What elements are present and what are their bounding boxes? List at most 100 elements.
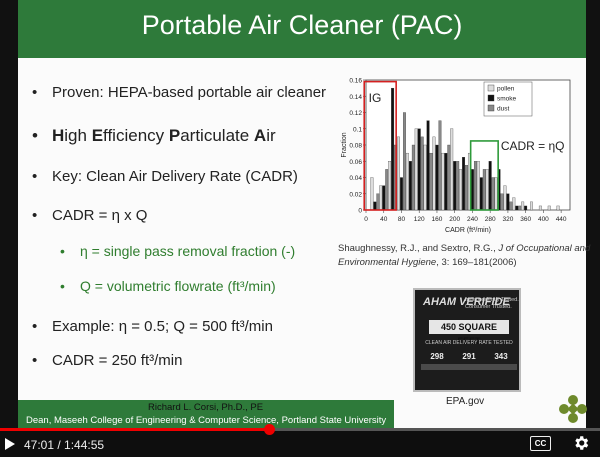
slide-right-border: [586, 0, 600, 428]
bar-pollen: [397, 136, 400, 211]
x-tick-label: 440: [556, 216, 567, 223]
x-tick-label: 360: [520, 216, 531, 223]
play-icon[interactable]: [2, 436, 18, 452]
progress-played: [0, 428, 269, 431]
y-tick-label: 0.06: [349, 159, 362, 166]
gear-icon[interactable]: [572, 434, 590, 452]
ig-annotation: IG: [369, 91, 382, 105]
bar-smoke: [426, 120, 430, 211]
scrubber-handle[interactable]: [263, 424, 275, 435]
bar-dust: [376, 193, 380, 211]
bar-dust: [385, 169, 389, 211]
bar-smoke: [524, 205, 528, 211]
bar-smoke: [435, 144, 439, 211]
bar-pollen: [441, 152, 445, 211]
y-tick-label: 0.04: [349, 175, 362, 182]
cadr-annotation: CADR = ηQ: [501, 139, 565, 153]
legend-label-smoke: smoke: [497, 96, 517, 103]
cadr-histogram-chart: 0 0.02 0.04 0.06 0.08 0.1 0.12 0.14 0.16 0 40 80 120…: [341, 78, 571, 234]
bar-smoke: [373, 201, 377, 211]
bar-smoke: [408, 161, 412, 211]
subbullet-q: • Q = volumetric flowrate (ft³/min): [60, 278, 276, 294]
badge-cadr-label: CLEAN AIR DELIVERY RATE TESTED: [425, 340, 513, 346]
x-tick-label: 0: [364, 216, 368, 223]
x-tick-label: 240: [467, 216, 478, 223]
y-tick-label: 0.14: [349, 94, 362, 101]
video-controls: 47:01 / 1:44:55 CC: [0, 424, 600, 457]
bar-smoke: [506, 193, 510, 211]
bullet-cadr-formula: • CADR = η x Q: [32, 207, 148, 224]
badge-divider: [421, 364, 517, 370]
y-tick-label: 0.1: [353, 126, 362, 133]
bar-pollen: [556, 205, 560, 211]
progress-bar[interactable]: [0, 424, 600, 435]
bar-smoke: [417, 128, 421, 211]
bar-pollen: [512, 197, 516, 211]
bar-dust: [456, 161, 460, 211]
y-tick-label: 0.16: [349, 78, 362, 85]
footer-bar: Richard L. Corsi, Ph.D., PE Dean, Maseeh…: [18, 400, 394, 428]
bullet-cadr-key: • Key: Clean Air Delivery Rate (CADR): [32, 168, 298, 185]
bar-dust: [420, 136, 424, 211]
bar-pollen: [414, 128, 418, 211]
bullet-hepa-acronym: • High Efficiency Particulate Air: [32, 126, 276, 145]
x-axis-label: CADR (ft³/min): [445, 227, 491, 234]
bar-dust: [465, 165, 469, 211]
bar-smoke: [470, 169, 474, 211]
bar-smoke: [453, 161, 457, 211]
bar-pollen: [521, 201, 525, 211]
x-tick-label: 40: [380, 216, 388, 223]
x-tick-label: 80: [398, 216, 406, 223]
bar-smoke: [479, 177, 483, 211]
slide-title: Portable Air Cleaner (PAC): [141, 10, 463, 40]
psu-logo-icon: [559, 395, 587, 423]
bar-pollen: [388, 161, 392, 211]
bar-smoke: [391, 87, 395, 211]
aham-verifide-badge: AHAM VERIFIDE Independently Tested. Cons…: [413, 288, 521, 392]
x-tick-label: 120: [414, 216, 425, 223]
badge-value-pollen: 343: [494, 352, 508, 361]
y-tick-label: 0: [358, 208, 362, 215]
slide: Portable Air Cleaner (PAC) • Proven: HEPA…: [0, 0, 600, 428]
bar-smoke: [382, 185, 386, 211]
bar-dust: [473, 161, 477, 211]
bar-pollen: [405, 152, 409, 211]
bullet-hepa-proven: • Proven: HEPA-based portable air cleaner: [32, 84, 327, 101]
badge-room-size: 450 SQUARE FEET: [429, 320, 509, 346]
bar-dust: [447, 144, 451, 211]
bar-dust: [482, 169, 486, 211]
y-axis-label: Fraction: [341, 132, 348, 157]
legend-swatch-smoke: [487, 94, 495, 102]
bar-pollen: [450, 128, 454, 211]
presenter-affiliation: Dean, Maseeh College of Engineering & Co…: [26, 415, 387, 426]
subbullet-eta: • η = single pass removal fraction (-): [60, 243, 296, 259]
bar-pollen: [547, 205, 551, 211]
bar-pollen: [370, 177, 374, 211]
bullet-cadr-result: • CADR = 250 ft³/min: [32, 352, 183, 369]
bar-dust: [411, 144, 415, 211]
badge-tagline: Independently Tested. Consumer Trusted.: [465, 297, 519, 310]
bar-pollen: [503, 185, 507, 211]
legend-label-pollen: pollen: [497, 86, 515, 93]
bar-dust: [403, 112, 406, 211]
slide-left-border: [0, 0, 18, 428]
badge-value-dust: 291: [462, 352, 476, 361]
presenter-name: Richard L. Corsi, Ph.D., PE: [148, 402, 264, 413]
captions-button[interactable]: CC: [530, 436, 551, 451]
cadr-highlight-box: [469, 140, 499, 211]
title-bar: [18, 0, 586, 58]
bullet-example: • Example: η = 0.5; Q = 500 ft³/min: [32, 318, 273, 335]
bar-smoke: [515, 205, 519, 211]
badge-source: EPA.gov: [446, 396, 485, 407]
bar-dust: [438, 120, 442, 211]
legend-label-dust: dust: [497, 106, 509, 113]
badge-brand: AHAM VERIFIDE: [423, 296, 510, 308]
bar-pollen: [459, 169, 463, 211]
bar-pollen: [476, 161, 480, 211]
bar-pollen: [538, 205, 542, 211]
bar-dust: [500, 193, 504, 211]
bar-smoke: [444, 152, 448, 211]
bar-pollen: [379, 185, 383, 211]
y-tick-label: 0.08: [349, 143, 362, 150]
x-tick-label: 200: [449, 216, 460, 223]
